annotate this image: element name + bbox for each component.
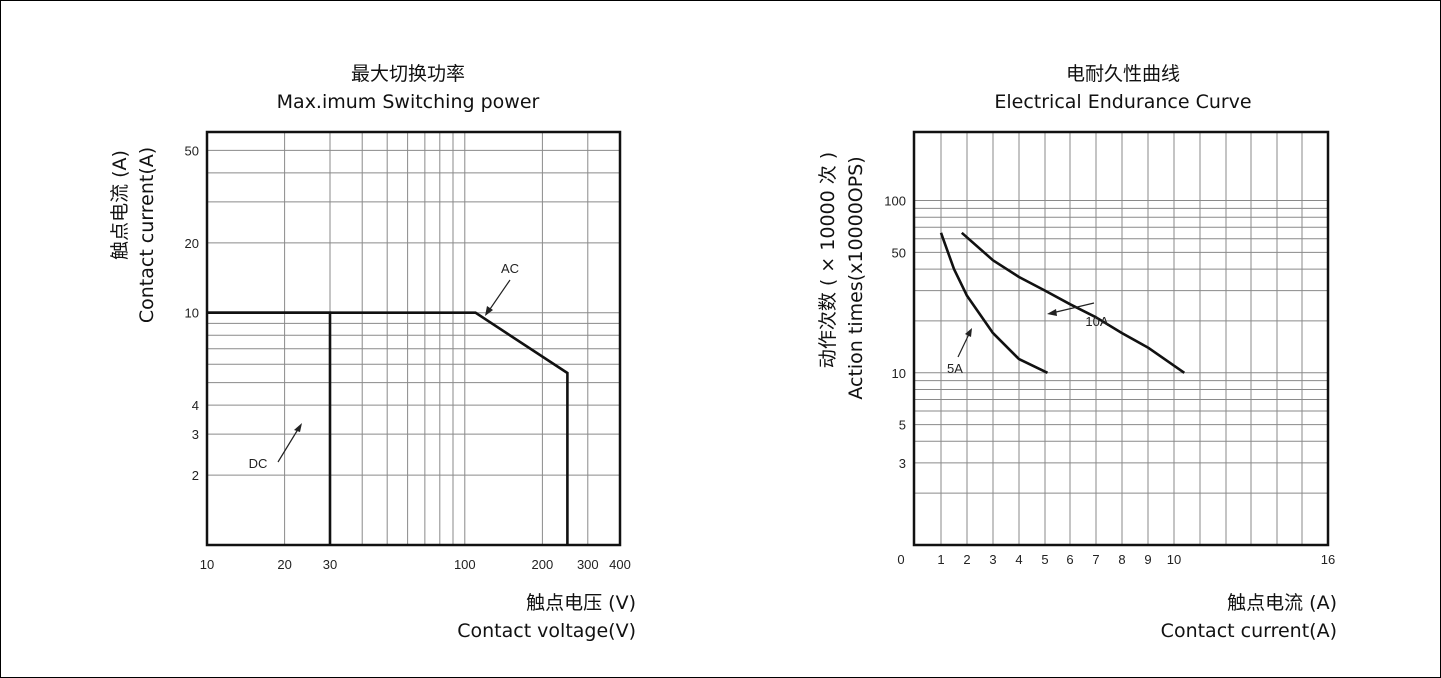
series-dc-line xyxy=(207,311,332,545)
x-tick-label: 7 xyxy=(1092,552,1099,567)
y-tick-label: 4 xyxy=(192,398,199,413)
chart1-ylabel-cn: 触点电流 (A) xyxy=(109,150,131,260)
x-tick-label: 0 xyxy=(897,552,904,567)
chart2-xlabel: Contact current(A) xyxy=(1161,620,1337,642)
label-5a: 5A xyxy=(947,361,963,376)
y-tick-label: 100 xyxy=(884,194,906,209)
series-10a-curve xyxy=(960,231,1186,374)
chart2-ylabel: Action times(x10000OPS) xyxy=(845,156,867,399)
arrow-5a-line xyxy=(957,331,971,358)
x-tick-label: 8 xyxy=(1118,552,1125,567)
x-tick-label: 400 xyxy=(609,557,631,572)
chart2-title: 电耐久性曲线 xyxy=(1066,63,1180,85)
series-5a-curve xyxy=(939,232,1049,374)
ac-annotation-label: AC xyxy=(501,261,519,276)
plot-frame xyxy=(912,130,1330,547)
x-tick-label: 300 xyxy=(577,557,599,572)
chart1-subtitle: Max.imum Switching power xyxy=(277,91,540,113)
ac-arrow-head xyxy=(485,306,493,316)
y-tick-label: 10 xyxy=(185,306,199,321)
y-tick-label: 50 xyxy=(892,245,906,260)
arrow-5a-head xyxy=(965,328,972,337)
dc-arrow-line xyxy=(277,425,301,463)
chart1-xlabel: Contact voltage(V) xyxy=(457,620,636,642)
chart1-xlabel-cn: 触点电压 (V) xyxy=(526,592,636,614)
chart2-xlabel-cn: 触点电流 (A) xyxy=(1227,592,1337,614)
y-tick-label: 3 xyxy=(899,456,906,471)
x-tick-label: 200 xyxy=(532,557,554,572)
x-tick-label: 30 xyxy=(323,557,337,572)
chart2-plot: 0 1 2 3 4 5 6 7 8 9 10 16 3 5 10 50 100 5A 10A xyxy=(884,130,1335,567)
dc-arrow-head xyxy=(294,423,302,432)
x-tick-label: 100 xyxy=(454,557,476,572)
dc-annotation-label: DC xyxy=(249,456,268,471)
chart1-ylabel: Contact current(A) xyxy=(136,147,158,323)
chart1-title: 最大切换功率 xyxy=(351,63,465,85)
x-tick-label: 1 xyxy=(937,552,944,567)
x-tick-label: 9 xyxy=(1144,552,1151,567)
y-tick-label: 10 xyxy=(892,366,906,381)
x-tick-label: 10 xyxy=(1167,552,1181,567)
series-ac-line xyxy=(207,311,569,545)
chart2-subtitle: Electrical Endurance Curve xyxy=(994,91,1251,113)
chart2-ylabel-cn: 动作次数 ( × 10000 次 ) xyxy=(817,152,839,368)
y-tick-label: 20 xyxy=(185,236,199,251)
x-tick-label: 10 xyxy=(200,557,214,572)
y-tick-label: 2 xyxy=(192,468,199,483)
x-tick-label: 3 xyxy=(989,552,996,567)
x-tick-label: 16 xyxy=(1321,552,1335,567)
plot-frame xyxy=(205,130,622,547)
arrow-10a-head xyxy=(1047,309,1057,316)
y-tick-label: 50 xyxy=(185,143,199,158)
y-tick-label: 5 xyxy=(899,418,906,433)
y-tick-label: 3 xyxy=(192,427,199,442)
x-tick-label: 6 xyxy=(1066,552,1073,567)
x-tick-label: 4 xyxy=(1015,552,1022,567)
chart1-plot: 10 20 30 100 200 300 400 2 3 4 10 20 50 DC AC xyxy=(185,130,631,572)
label-10a: 10A xyxy=(1085,314,1108,329)
x-tick-label: 5 xyxy=(1041,552,1048,567)
ac-arrow-line xyxy=(487,279,511,313)
x-tick-label: 20 xyxy=(277,557,291,572)
x-tick-label: 2 xyxy=(963,552,970,567)
arrow-10a-line xyxy=(1051,302,1095,314)
